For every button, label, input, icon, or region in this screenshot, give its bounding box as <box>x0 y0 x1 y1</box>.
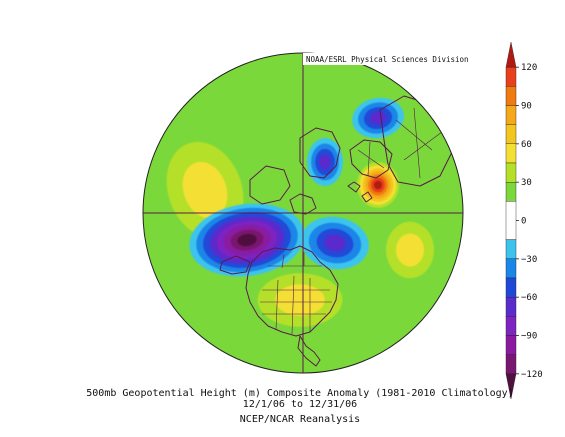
anomaly-contour-band <box>396 233 424 267</box>
colorbar-swatch <box>505 316 517 336</box>
credit-box <box>303 53 464 65</box>
colorbar-swatch <box>505 143 517 164</box>
colorbar-tick-label: 60 <box>521 140 532 150</box>
coastline <box>289 193 317 215</box>
colorbar-tick-label: −90 <box>521 332 537 342</box>
colorbar-swatch <box>505 277 517 298</box>
anomaly-feature <box>354 159 402 211</box>
colorbar-swatch <box>505 297 517 317</box>
anomaly-contour-band <box>237 233 257 247</box>
anomaly-contour-band <box>319 154 331 170</box>
colorbar-swatch <box>505 258 517 279</box>
country-boundaries <box>219 95 453 367</box>
political-boundary <box>395 119 433 151</box>
colorbar-swatch <box>505 124 517 145</box>
coastline <box>297 335 321 367</box>
anomaly-contour-band <box>182 161 228 219</box>
anomaly-feature <box>307 138 343 186</box>
coastline <box>245 245 339 337</box>
anomaly-feature <box>376 210 444 290</box>
colorbar-swatch <box>505 354 517 375</box>
caption-date-range: 12/1/06 to 12/31/06 <box>242 399 358 410</box>
caption-source: NCEP/NCAR Reanalysis <box>239 414 361 425</box>
anomaly-contour-band <box>324 234 346 252</box>
anomaly-feature <box>352 97 404 139</box>
colorbar-swatch <box>505 181 517 202</box>
political-boundary <box>275 279 279 331</box>
polar-map: NOAA/ESRL Physical Sciences Division <box>142 52 469 374</box>
coastline <box>219 255 251 275</box>
colorbar-swatch <box>505 239 517 260</box>
colorbar-swatch <box>505 162 517 183</box>
colorbar-swatch <box>505 335 517 355</box>
colorbar-tick-label: 90 <box>521 102 532 112</box>
anomaly-feature <box>240 262 360 338</box>
credit-label: NOAA/ESRL Physical Sciences Division <box>306 55 469 64</box>
political-boundary <box>291 275 295 335</box>
anomaly-contour-band <box>374 180 382 190</box>
colorbar-tick-label: 120 <box>521 63 537 73</box>
coastline <box>347 181 361 193</box>
colorbar-tick-label: −30 <box>521 255 537 265</box>
colorbar-swatch <box>505 373 517 400</box>
colorbar-swatch <box>505 105 517 125</box>
colorbar-swatch <box>505 201 517 240</box>
colorbar-swatch <box>505 41 517 68</box>
coastline <box>361 191 373 203</box>
colorbar-tick-label: −120 <box>521 370 543 380</box>
anomaly-contour-band <box>275 284 325 316</box>
political-boundary <box>281 253 285 269</box>
colorbar-swatch <box>505 86 517 106</box>
colorbar-swatch <box>505 66 517 87</box>
anomaly-feature <box>189 203 305 277</box>
colorbar-tick-label: 0 <box>521 217 526 227</box>
political-boundary <box>357 149 385 169</box>
colorbar-tick-label: 30 <box>521 178 532 188</box>
colorbar-tick-label: −60 <box>521 293 537 303</box>
anomaly-contour-band <box>369 111 387 125</box>
caption-title: 500mb Geopotential Height (m) Composite … <box>86 388 514 399</box>
coastline <box>349 139 393 179</box>
political-boundary <box>367 141 371 177</box>
coastline <box>249 165 291 205</box>
colorbar: 120 90 60 30 0 −30 −60 −90 −120 <box>505 41 543 400</box>
anomaly-feature <box>301 216 369 270</box>
political-boundary <box>403 131 443 161</box>
political-boundary <box>413 107 421 179</box>
